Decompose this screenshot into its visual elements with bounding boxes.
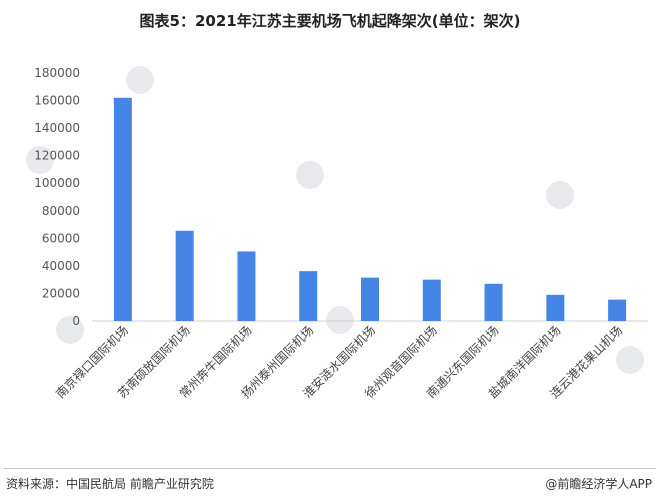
bar [546, 294, 565, 321]
watermark-logo-icon [616, 346, 644, 374]
bar [299, 271, 318, 321]
watermark-logo-icon [56, 316, 84, 344]
y-tick-label: 80000 [42, 204, 80, 218]
y-tick-label: 20000 [42, 286, 80, 300]
bar [422, 279, 441, 321]
bars [113, 97, 627, 321]
y-tick-label: 140000 [34, 121, 80, 135]
footer-source: 资料来源：中国民航局 前瞻产业研究院 [6, 477, 214, 491]
footer-divider [4, 468, 656, 469]
y-tick-label: 180000 [34, 66, 80, 80]
watermark-logo-icon [326, 306, 354, 334]
y-tick-label: 60000 [42, 231, 80, 245]
bar [361, 277, 379, 321]
bar [175, 230, 194, 321]
watermark-group [26, 66, 644, 374]
bar [484, 283, 503, 321]
watermark-logo-icon [26, 146, 54, 174]
watermark-logo-icon [296, 161, 324, 189]
bar [608, 299, 627, 321]
chart-title: 图表5：2021年江苏主要机场飞机起降架次(单位：架次) [139, 12, 521, 30]
x-axis-labels: 南京禄口国际机场苏南硕放国际机场常州奔牛国际机场扬州泰州国际机场淮安涟水国际机场… [53, 323, 626, 401]
bar [113, 97, 132, 321]
y-tick-label: 160000 [34, 94, 80, 108]
y-tick-label: 100000 [34, 176, 80, 190]
y-tick-label: 0 [72, 314, 80, 328]
footer-brand: @前瞻经济学人APP [545, 477, 652, 491]
bar [237, 251, 256, 321]
y-tick-label: 120000 [34, 149, 80, 163]
y-tick-label: 40000 [42, 259, 80, 273]
watermark-logo-icon [126, 66, 154, 94]
watermark-logo-icon [546, 181, 574, 209]
